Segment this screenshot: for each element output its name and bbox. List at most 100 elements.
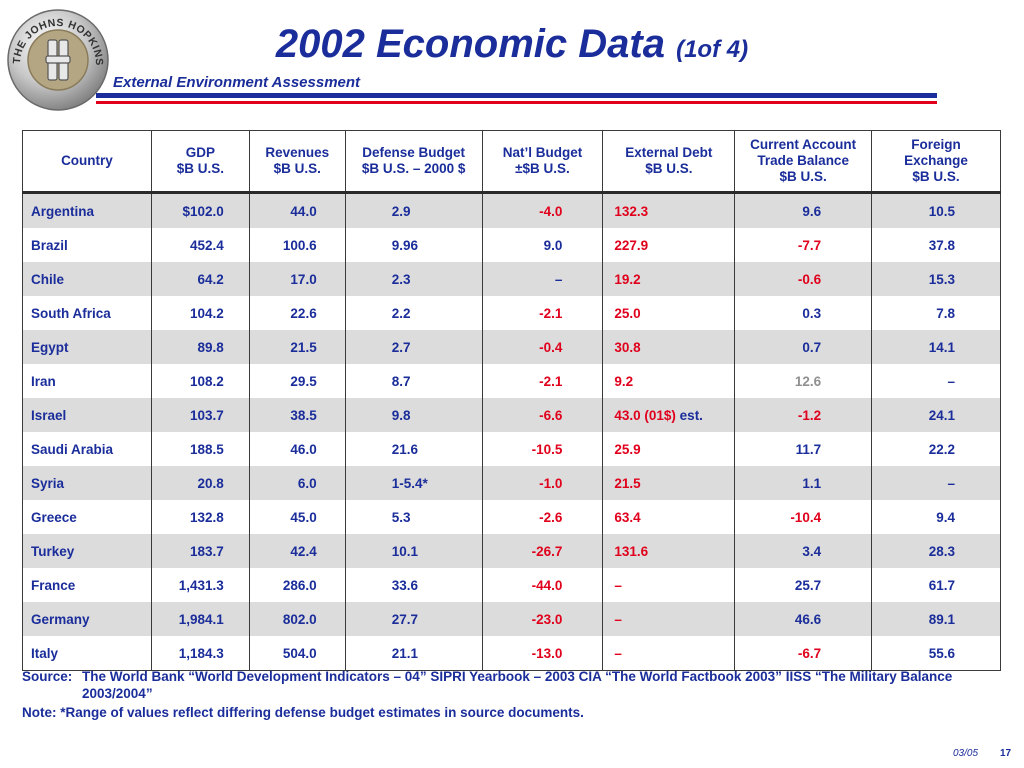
cell-country: Saudi Arabia <box>22 432 152 466</box>
column-header-current-account: Current Account Trade Balance $B U.S. <box>734 130 873 194</box>
cell-external-debt: 63.4 <box>602 500 736 534</box>
cell-revenues: 6.0 <box>248 466 346 500</box>
title-main: 2002 Economic Data <box>275 22 665 66</box>
source-label: Source: <box>22 669 73 684</box>
cell-country: Israel <box>22 398 152 432</box>
cell-gdp: 104.2 <box>150 296 250 330</box>
cell-foreign-exchange: 28.3 <box>871 534 1001 568</box>
cell-current-account: 0.3 <box>734 296 873 330</box>
cell-current-account: -6.7 <box>734 636 873 671</box>
cell-natl-budget: -0.4 <box>481 330 604 364</box>
cell-defense-budget: 21.6 <box>344 432 483 466</box>
cell-natl-budget: -2.1 <box>481 296 604 330</box>
column-header-defense-budget: Defense Budget $B U.S. – 2000 $ <box>344 130 483 194</box>
cell-current-account: 1.1 <box>734 466 873 500</box>
column-header-gdp: GDP $B U.S. <box>150 130 250 194</box>
cell-revenues: 46.0 <box>248 432 346 466</box>
cell-foreign-exchange: 7.8 <box>871 296 1001 330</box>
cell-foreign-exchange: 61.7 <box>871 568 1001 602</box>
cell-gdp: 103.7 <box>150 398 250 432</box>
cell-foreign-exchange: 15.3 <box>871 262 1001 296</box>
cell-country: South Africa <box>22 296 152 330</box>
cell-natl-budget: -1.0 <box>481 466 604 500</box>
cell-gdp: $102.0 <box>150 192 250 228</box>
cell-country: Egypt <box>22 330 152 364</box>
cell-gdp: 1,184.3 <box>150 636 250 671</box>
cell-external-debt: 43.0 (01$) est. <box>602 398 736 432</box>
page-subtitle: External Environment Assessment <box>113 74 361 91</box>
cell-current-account: 12.6 <box>734 364 873 398</box>
cell-gdp: 132.8 <box>150 500 250 534</box>
cell-natl-budget: -2.6 <box>481 500 604 534</box>
cell-defense-budget: 1-5.4* <box>344 466 483 500</box>
cell-external-debt: 25.0 <box>602 296 736 330</box>
cell-defense-budget: 21.1 <box>344 636 483 671</box>
cell-foreign-exchange: 10.5 <box>871 192 1001 228</box>
table-header-row: Country GDP $B U.S. Revenues $B U.S. Defense … <box>22 130 1001 194</box>
cell-gdp: 452.4 <box>150 228 250 262</box>
cell-natl-budget: -10.5 <box>481 432 604 466</box>
table-row: Italy 1,184.3 504.0 21.1 -13.0– -6.7 55.6 <box>22 636 1001 671</box>
table-row: Egypt 89.8 21.5 2.7 -0.4 30.8 0.7 14.1 <box>22 330 1001 364</box>
cell-current-account: 0.7 <box>734 330 873 364</box>
cell-foreign-exchange: – <box>871 364 1001 398</box>
cell-revenues: 802.0 <box>248 602 346 636</box>
cell-revenues: 42.4 <box>248 534 346 568</box>
cell-country: Chile <box>22 262 152 296</box>
cell-external-debt: 227.9 <box>602 228 736 262</box>
column-header-revenues: Revenues $B U.S. <box>248 130 346 194</box>
cell-gdp: 1,984.1 <box>150 602 250 636</box>
table-row: Brazil 452.4 100.6 9.96 9.0 227.9 -7.7 37.8 <box>22 228 1001 262</box>
cell-foreign-exchange: 14.1 <box>871 330 1001 364</box>
column-header-natl-budget: Nat’l Budget ±$B U.S. <box>481 130 604 194</box>
table-row: Saudi Arabia 188.5 46.0 21.6 -10.5 25.9 11.7 22… <box>22 432 1001 466</box>
cell-external-debt: 132.3 <box>602 192 736 228</box>
column-header-country: Country <box>22 130 152 194</box>
cell-defense-budget: 33.6 <box>344 568 483 602</box>
cell-country: France <box>22 568 152 602</box>
cell-current-account: 46.6 <box>734 602 873 636</box>
cell-foreign-exchange: 89.1 <box>871 602 1001 636</box>
cell-defense-budget: 8.7 <box>344 364 483 398</box>
source-line-2: 2003/2004” <box>82 686 153 701</box>
cell-natl-budget: – <box>481 262 604 296</box>
cell-revenues: 22.6 <box>248 296 346 330</box>
title-part: (1of 4) <box>676 36 749 63</box>
table-row: Argentina $102.0 44.0 2.9 -4.0 132.3 9.6 10.5 <box>22 192 1001 228</box>
cell-current-account: 11.7 <box>734 432 873 466</box>
cell-defense-budget: 2.3 <box>344 262 483 296</box>
cell-external-debt: – <box>602 602 736 636</box>
cell-current-account: 9.6 <box>734 192 873 228</box>
table-row: Greece 132.8 45.0 5.3 -2.6 63.4 -10.4 9.4 <box>22 500 1001 534</box>
cell-country: Iran <box>22 364 152 398</box>
cell-country: Italy <box>22 636 152 671</box>
header-rule-red <box>96 101 937 104</box>
table-row: Iran 108.2 29.5 8.7 -2.1 9.2 12.6– <box>22 364 1001 398</box>
cell-revenues: 504.0 <box>248 636 346 671</box>
cell-foreign-exchange: 24.1 <box>871 398 1001 432</box>
footer-date: 03/05 <box>953 748 979 759</box>
cell-country: Turkey <box>22 534 152 568</box>
cell-defense-budget: 2.2 <box>344 296 483 330</box>
table-row: South Africa 104.2 22.6 2.2 -2.1 25.0 0.3 7.8 <box>22 296 1001 330</box>
cell-external-debt: 30.8 <box>602 330 736 364</box>
cell-revenues: 44.0 <box>248 192 346 228</box>
cell-foreign-exchange: 22.2 <box>871 432 1001 466</box>
cell-defense-budget: 5.3 <box>344 500 483 534</box>
cell-current-account: -7.7 <box>734 228 873 262</box>
cell-current-account: -0.6 <box>734 262 873 296</box>
economic-data-table: Country GDP $B U.S. Revenues $B U.S. Defense … <box>22 130 1001 671</box>
cell-gdp: 1,431.3 <box>150 568 250 602</box>
table-row: Chile 64.2 17.0 2.3–19.2 -0.6 15.3 <box>22 262 1001 296</box>
cell-current-account: 25.7 <box>734 568 873 602</box>
cell-gdp: 20.8 <box>150 466 250 500</box>
table-row: Syria 20.8 6.0 1-5.4* -1.0 21.5 1.1– <box>22 466 1001 500</box>
cell-foreign-exchange: 9.4 <box>871 500 1001 534</box>
cell-external-debt: – <box>602 636 736 671</box>
cell-country: Greece <box>22 500 152 534</box>
cell-natl-budget: -6.6 <box>481 398 604 432</box>
cell-revenues: 17.0 <box>248 262 346 296</box>
cell-defense-budget: 9.96 <box>344 228 483 262</box>
cell-country: Argentina <box>22 192 152 228</box>
footnote: Note: *Range of values reflect differing… <box>22 705 584 720</box>
